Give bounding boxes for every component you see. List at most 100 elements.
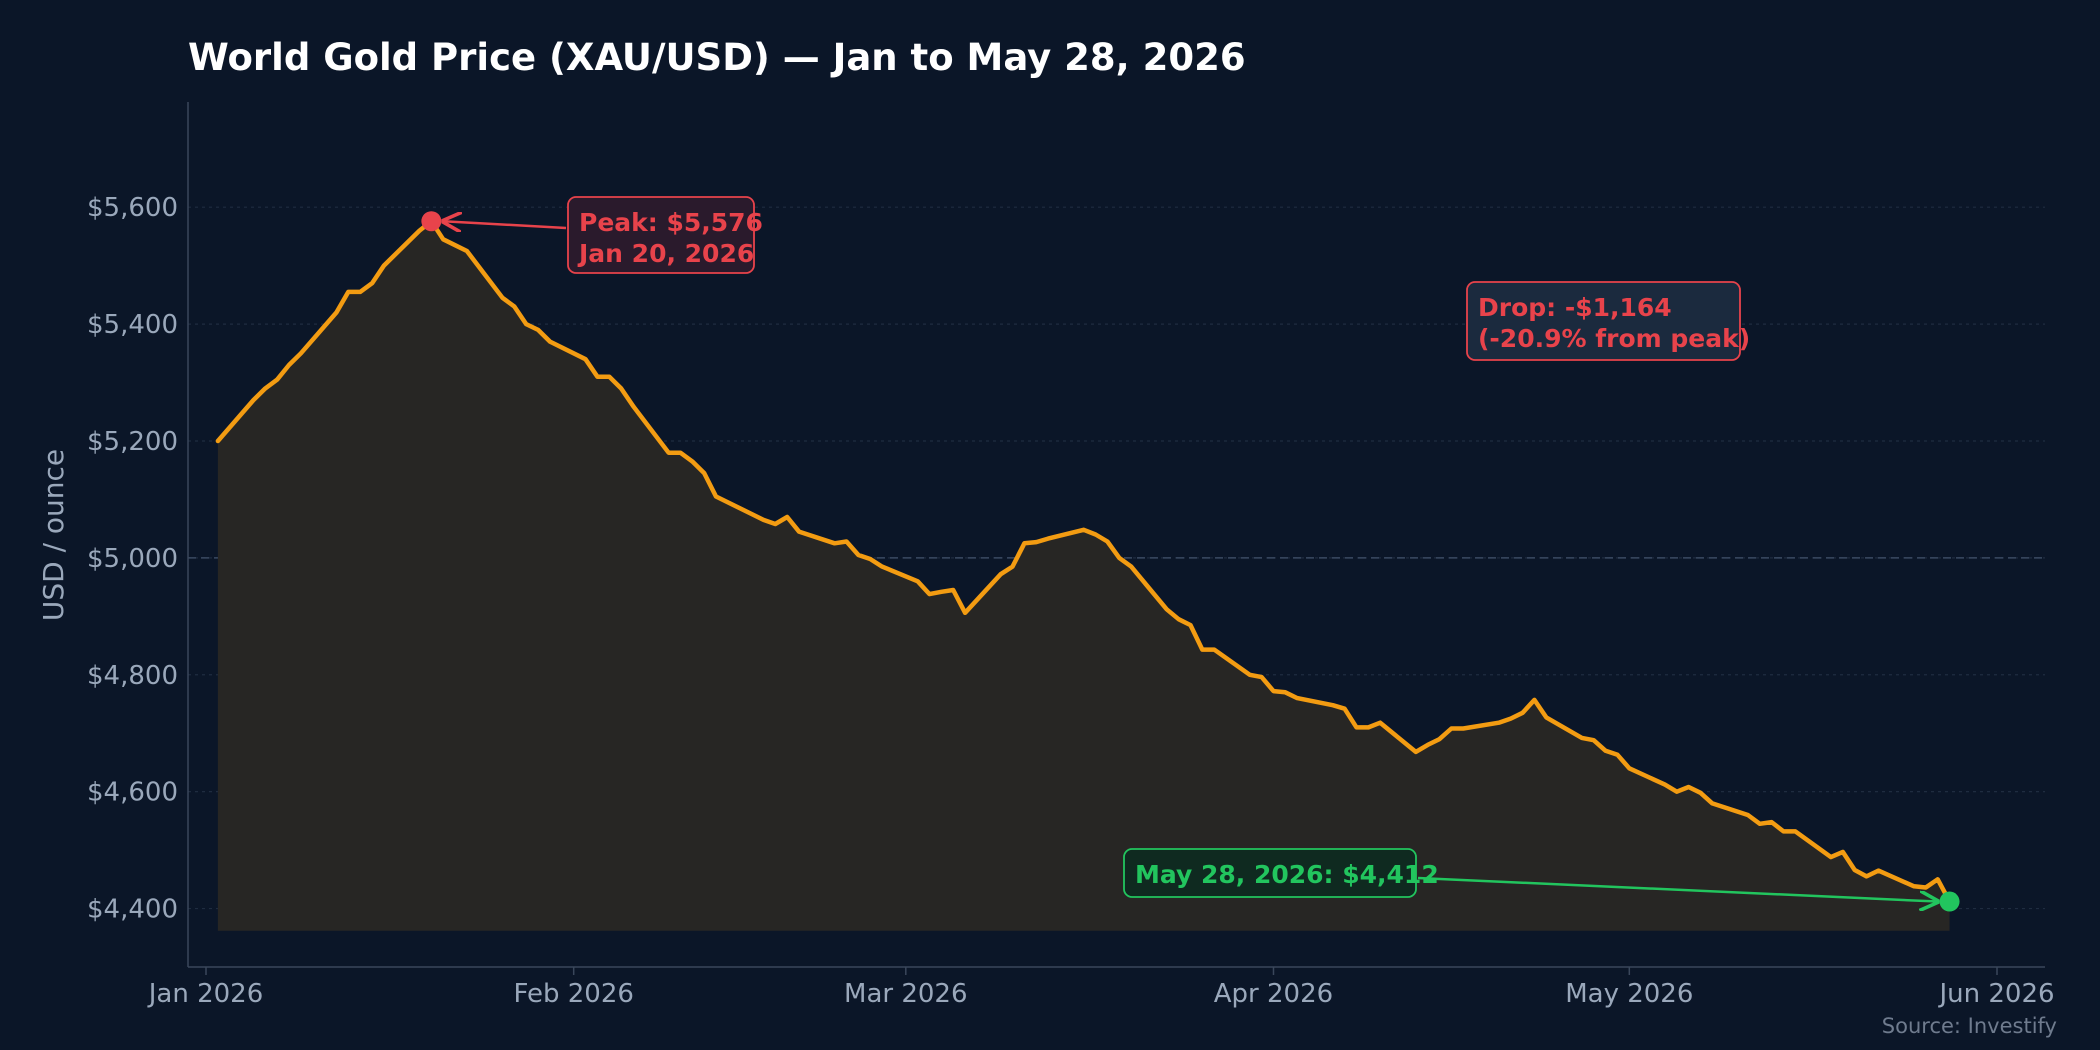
data-point — [1295, 696, 1299, 700]
area-fill — [217, 221, 1950, 931]
latest-arrow — [1417, 876, 1938, 902]
data-point — [1663, 783, 1667, 787]
data-point — [797, 530, 801, 534]
data-point — [1497, 721, 1501, 725]
data-point — [1200, 648, 1204, 652]
data-point — [251, 398, 255, 402]
data-point — [690, 459, 694, 463]
data-point — [1782, 829, 1786, 833]
y-tick-label: $5,400 — [87, 310, 178, 340]
data-point — [299, 351, 303, 355]
area-fill-group — [217, 221, 1950, 931]
series-line-group — [215, 218, 1952, 904]
data-point — [1034, 540, 1038, 544]
drop-annotation-text: (-20.9% from peak) — [1478, 324, 1750, 353]
x-tick-label: May 2026 — [1565, 979, 1693, 1009]
data-point — [1449, 727, 1453, 731]
data-point — [595, 375, 599, 379]
data-point — [1699, 791, 1703, 795]
data-point — [370, 281, 374, 285]
data-point — [963, 611, 967, 615]
data-point — [263, 386, 267, 390]
price-line — [215, 218, 1952, 904]
data-point — [453, 243, 457, 247]
data-point — [868, 557, 872, 561]
data-point — [382, 264, 386, 268]
data-point — [1544, 715, 1548, 719]
data-point — [773, 522, 777, 526]
data-point — [1011, 565, 1015, 569]
data-point — [928, 592, 932, 596]
data-point — [1853, 868, 1857, 872]
data-point — [1532, 698, 1536, 702]
data-point — [678, 451, 682, 455]
data-point — [1829, 855, 1833, 859]
data-point — [1177, 617, 1181, 621]
x-tick-label: Jun 2026 — [1937, 979, 2054, 1009]
data-point — [465, 249, 469, 253]
data-point — [1129, 565, 1133, 569]
x-tick-label: Feb 2026 — [513, 979, 633, 1009]
data-point — [1366, 725, 1370, 729]
data-point — [1758, 822, 1762, 826]
data-point — [951, 588, 955, 592]
peak-annotation-box — [567, 196, 755, 274]
data-point — [1165, 607, 1169, 611]
data-point — [1936, 877, 1940, 881]
data-point — [999, 572, 1003, 576]
x-tick-label: Mar 2026 — [844, 979, 968, 1009]
data-point — [1841, 850, 1845, 854]
data-point — [667, 451, 671, 455]
data-point — [1414, 750, 1418, 754]
data-point — [762, 518, 766, 522]
data-point — [1212, 648, 1216, 652]
x-tick-label: Apr 2026 — [1214, 979, 1333, 1009]
data-point — [548, 340, 552, 344]
data-point — [1793, 829, 1797, 833]
data-point — [1746, 813, 1750, 817]
data-point — [631, 404, 635, 408]
data-point — [1022, 541, 1026, 545]
peak-annotation-text: Peak: $5,576 — [579, 208, 763, 237]
data-point — [1616, 753, 1620, 757]
data-point — [418, 229, 422, 233]
data-point — [524, 322, 528, 326]
data-point — [501, 296, 505, 300]
data-point — [607, 375, 611, 379]
data-point — [1604, 749, 1608, 753]
data-point — [714, 495, 718, 499]
data-point — [1331, 703, 1335, 707]
data-point — [1461, 727, 1465, 731]
data-point — [1865, 874, 1869, 878]
data-point — [1521, 711, 1525, 715]
data-point — [750, 512, 754, 516]
drop-annotation-text: Drop: -$1,164 — [1478, 293, 1672, 322]
data-point — [536, 328, 540, 332]
y-tick-label: $5,000 — [87, 544, 178, 574]
data-point — [358, 290, 362, 294]
y-tick-label: $4,600 — [87, 778, 178, 808]
latest-annotation-box — [1123, 848, 1417, 898]
source-label: Source: Investify — [1882, 1014, 2057, 1038]
data-point — [785, 515, 789, 519]
data-point — [619, 386, 623, 390]
data-point — [1105, 540, 1109, 544]
data-point — [1876, 869, 1880, 873]
data-point — [702, 471, 706, 475]
data-point — [584, 357, 588, 361]
y-tick-label: $5,200 — [87, 427, 178, 457]
data-point — [939, 590, 943, 594]
data-point — [1248, 673, 1252, 677]
data-point — [275, 378, 279, 382]
data-point — [512, 305, 516, 309]
data-point — [335, 310, 339, 314]
drop-annotation: Drop: -$1,164(-20.9% from peak) — [1466, 281, 1750, 361]
data-point — [1189, 623, 1193, 627]
peak-annotation-text: Jan 20, 2026 — [577, 239, 754, 268]
data-point — [1687, 785, 1691, 789]
data-point — [1924, 886, 1928, 890]
data-point — [856, 553, 860, 557]
